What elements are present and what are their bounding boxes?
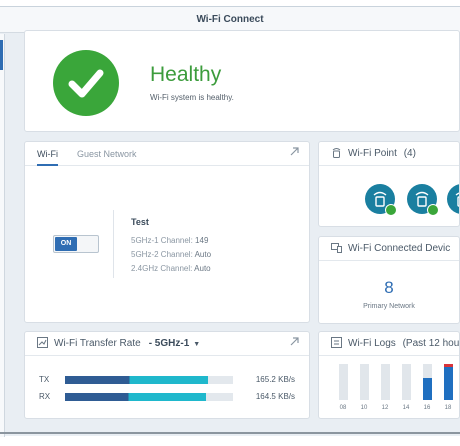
left-side-panel bbox=[0, 34, 5, 437]
left-panel-accent bbox=[0, 40, 3, 70]
channel-5ghz-2: 5GHz-2 Channel: Auto bbox=[131, 250, 211, 259]
tab-guest-network[interactable]: Guest Network bbox=[77, 149, 137, 159]
primary-device-count[interactable]: 8 bbox=[384, 278, 394, 297]
channel-5ghz-1: 5GHz-1 Channel: 149 bbox=[131, 236, 208, 245]
log-tick-label: 14 bbox=[402, 405, 410, 411]
log-tick-label: 18 bbox=[444, 405, 452, 411]
toggle-on-label: ON bbox=[55, 237, 77, 251]
transfer-rate-card: Wi-Fi Transfer Rate - 5GHz-1 ▼ TX 165.2 KB… bbox=[24, 331, 310, 419]
point-online-icon bbox=[427, 204, 439, 216]
log-tick-label: 08 bbox=[339, 405, 347, 411]
log-bar bbox=[402, 364, 411, 400]
channel-label: 2.4GHz Channel: bbox=[131, 264, 193, 273]
wifi-logs-period: (Past 12 hou bbox=[402, 338, 460, 349]
connected-devices-header: Wi-Fi Connected Devic bbox=[319, 237, 459, 261]
wifi-tabs: Wi-Fi Guest Network bbox=[25, 142, 309, 166]
healthy-check-icon bbox=[53, 50, 119, 116]
health-card: Healthy Wi-Fi system is healthy. bbox=[24, 30, 460, 132]
expand-arrow-icon[interactable] bbox=[290, 147, 299, 159]
tab-wifi[interactable]: Wi-Fi bbox=[37, 142, 58, 166]
window-title: Wi-Fi Connect bbox=[0, 7, 460, 33]
transfer-rate-header: Wi-Fi Transfer Rate - 5GHz-1 ▼ bbox=[25, 332, 309, 356]
wifi-logs-header: Wi-Fi Logs (Past 12 hou bbox=[319, 332, 459, 356]
tx-bar bbox=[65, 376, 233, 384]
log-tick-label: 16 bbox=[423, 405, 431, 411]
wifi-logs-title: Wi-Fi Logs bbox=[348, 338, 396, 349]
devices-icon bbox=[331, 243, 342, 253]
rx-value: 164.5 KB/s bbox=[255, 392, 295, 401]
wifi-point-count: (4) bbox=[403, 148, 416, 159]
point-online-icon bbox=[385, 204, 397, 216]
channel-value: Auto bbox=[194, 250, 212, 259]
log-bar-error bbox=[444, 364, 453, 367]
wifi-point-header-icon bbox=[332, 148, 341, 158]
ssid-name: Test bbox=[131, 217, 149, 227]
log-bar bbox=[381, 364, 390, 400]
bottom-border bbox=[0, 432, 460, 434]
expand-arrow-icon[interactable] bbox=[290, 332, 299, 356]
wifi-point-title: Wi-Fi Point bbox=[348, 148, 397, 159]
log-bar bbox=[339, 364, 348, 400]
health-status: Healthy bbox=[150, 63, 222, 86]
channel-value: 149 bbox=[195, 236, 209, 245]
log-bar bbox=[360, 364, 369, 400]
tx-label: TX bbox=[39, 375, 50, 384]
primary-network-label: Primary Network bbox=[363, 303, 415, 310]
channel-label: 5GHz-1 Channel: bbox=[131, 236, 193, 245]
log-bar-active bbox=[423, 378, 432, 400]
wifi-point-3[interactable] bbox=[447, 184, 459, 214]
transfer-rate-title: Wi-Fi Transfer Rate bbox=[54, 338, 141, 349]
wifi-toggle[interactable]: ON bbox=[53, 235, 99, 253]
chevron-down-icon[interactable]: ▼ bbox=[193, 341, 201, 348]
rx-label: RX bbox=[39, 392, 51, 401]
rx-bar bbox=[65, 393, 233, 401]
connected-devices-card: Wi-Fi Connected Devic 8 Primary Network bbox=[318, 236, 460, 324]
divider bbox=[113, 210, 114, 278]
wifi-point-1[interactable] bbox=[365, 184, 397, 216]
tx-value: 165.2 KB/s bbox=[255, 375, 295, 384]
wifi-card: Wi-Fi Guest Network ON Test 5GHz-1 Chann… bbox=[24, 141, 310, 323]
band-selector[interactable]: - 5GHz-1 bbox=[148, 338, 190, 349]
channel-value: Auto bbox=[194, 264, 211, 273]
wifi-point-2[interactable] bbox=[407, 184, 439, 216]
wifi-point-card: Wi-Fi Point (4) bbox=[318, 141, 460, 227]
channel-label: 5GHz-2 Channel: bbox=[131, 250, 193, 259]
channel-2ghz: 2.4GHz Channel: Auto bbox=[131, 264, 211, 273]
wifi-logs-card: Wi-Fi Logs (Past 12 hou 08 10 12 14 16 1… bbox=[318, 331, 460, 419]
health-message: Wi-Fi system is healthy. bbox=[150, 93, 234, 102]
log-tick-label: 10 bbox=[360, 405, 368, 411]
log-bar-active bbox=[444, 364, 453, 400]
rx-bar-fill bbox=[65, 393, 207, 401]
connected-devices-title: Wi-Fi Connected Devic bbox=[348, 243, 451, 254]
tx-bar-fill bbox=[65, 376, 208, 384]
logs-icon bbox=[331, 337, 342, 348]
wifi-point-header: Wi-Fi Point (4) bbox=[319, 142, 459, 166]
chart-icon bbox=[37, 337, 48, 348]
log-tick-label: 12 bbox=[381, 405, 389, 411]
